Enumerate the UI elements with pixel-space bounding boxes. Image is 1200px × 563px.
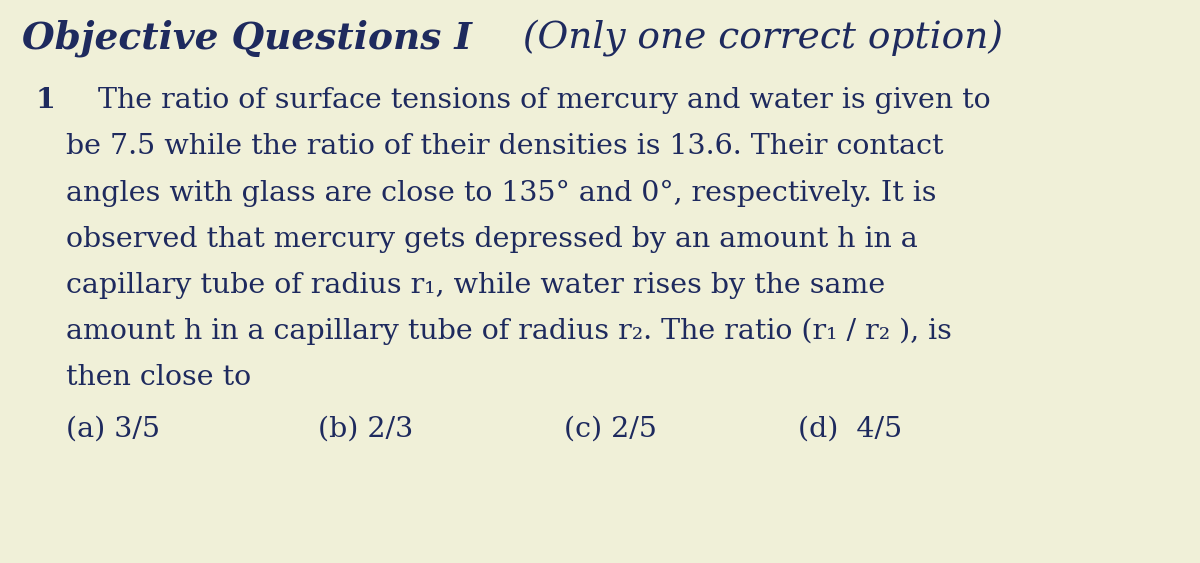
Text: The ratio of surface tensions of mercury and water is given to: The ratio of surface tensions of mercury…: [98, 87, 991, 114]
Text: (b) 2/3: (b) 2/3: [318, 416, 413, 443]
Text: angles with glass are close to 135° and 0°, respectively. It is: angles with glass are close to 135° and …: [66, 180, 936, 207]
Text: capillary tube of radius r₁, while water rises by the same: capillary tube of radius r₁, while water…: [66, 272, 886, 299]
Text: (d)  4/5: (d) 4/5: [798, 416, 902, 443]
Text: amount h in a capillary tube of radius r₂. The ratio (r₁ / r₂ ), is: amount h in a capillary tube of radius r…: [66, 318, 952, 346]
Text: then close to: then close to: [66, 364, 251, 391]
Text: (c) 2/5: (c) 2/5: [564, 416, 658, 443]
Text: (Only one correct option): (Only one correct option): [511, 20, 1003, 57]
Text: Objective Questions I: Objective Questions I: [22, 20, 472, 57]
Text: be 7.5 while the ratio of their densities is 13.6. Their contact: be 7.5 while the ratio of their densitie…: [66, 133, 943, 160]
Text: observed that mercury gets depressed by an amount h in a: observed that mercury gets depressed by …: [66, 226, 918, 253]
Text: 1: 1: [36, 87, 56, 114]
Text: (a) 3/5: (a) 3/5: [66, 416, 160, 443]
